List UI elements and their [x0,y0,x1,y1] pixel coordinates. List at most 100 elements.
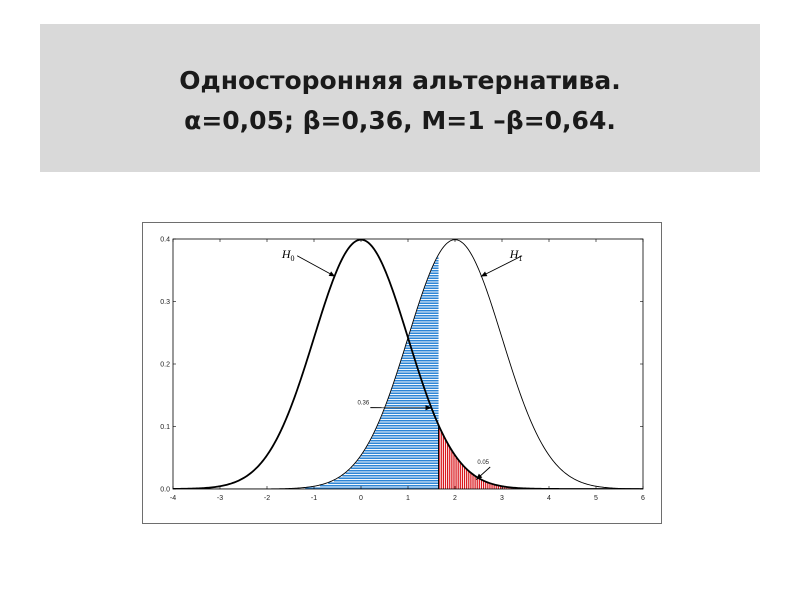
slide-subtitle: α=0,05; β=0,36, M=1 –β=0,64. [184,106,616,135]
hatch-stripe [379,419,439,422]
hatch-stripe [434,262,439,264]
hatch-stripe [499,485,502,489]
hatch-stripe [485,481,487,489]
hatch-stripe [461,464,464,489]
label-0.05-arrow-head [476,473,483,480]
hatch-stripe [455,456,457,489]
hatch-stripe [418,304,439,307]
hatch-stripe [449,447,451,489]
x-tick-label: -1 [311,495,317,502]
hatch-stripe [428,277,439,279]
hatch-stripe [476,477,478,489]
hatch-stripe [470,472,472,489]
hatch-stripe [423,289,439,292]
hatch-stripe [359,457,439,459]
figure-frame: -4 -3 -2 -1 0 1 2 3 4 5 6 0.0 0.1 0.2 0.3 0.4 H0 H1 0.36 0… [142,222,662,524]
hatch-stripe [478,478,480,489]
x-tick-label: 1 [406,495,410,502]
hatch-stripe [444,439,447,489]
hatch-stripe [419,302,439,304]
hatch-stripe [402,354,439,357]
hatch-stripe [386,402,439,404]
hatch-stripe [391,389,439,392]
hatch-stripe [502,486,504,489]
hatch-stripe [435,259,439,262]
label-H1-arrow-line [480,255,523,277]
hatch-stripe [389,394,439,397]
hatch-stripe [506,486,508,489]
y-tick-label: 0.4 [160,237,170,244]
hatch-stripe [427,279,439,282]
hatch-stripe [409,332,439,334]
hatch-stripe [392,387,439,389]
hatch-stripe [350,467,439,469]
hatch-stripe [457,459,459,489]
hatch-stripe [447,443,449,489]
shaded-regions [305,254,519,489]
hatch-stripe [380,417,439,419]
hatch-stripe [463,466,466,489]
hatch-stripe [491,483,493,489]
hatch-stripe [504,486,506,489]
hatch-stripe [398,367,439,369]
x-tick-label: -2 [264,495,270,502]
hatch-stripe [401,359,439,362]
hatch-stripe [413,319,439,322]
hatch-stripe [415,314,439,317]
density-curves [173,239,643,489]
x-tick-label: 3 [500,495,504,502]
hatch-stripe [420,297,439,299]
hatch-stripe [383,409,439,412]
hatch-stripe [406,342,439,344]
hatch-stripe [357,459,439,462]
hatch-stripe [388,397,439,399]
hatch-stripe [401,357,439,359]
y-tick-label: 0.1 [160,424,170,431]
hatch-stripe [468,471,470,489]
hatch-stripe [442,435,445,489]
hatch-stripe [375,429,439,432]
hatch-stripe [328,482,439,484]
hatch-stripe [338,477,439,479]
hatch-stripe [495,485,497,489]
hatch-stripe [438,426,440,489]
hatch-stripe [361,454,439,457]
curve-H0 [173,239,643,489]
title-band: Односторонняя альтернатива. α=0,05; β=0,… [40,24,760,172]
hatch-stripe [405,344,439,347]
hatch-stripe [408,334,439,337]
hatch-stripe [348,469,439,472]
hatch-stripe [385,404,439,407]
hatch-stripe [366,447,439,449]
hatch-stripe [305,487,439,489]
hatch-stripe [411,327,439,329]
hatch-stripe [497,485,499,489]
hatch-stripe [395,377,439,379]
hatch-stripe [333,479,439,482]
hatch-stripe [392,384,439,387]
hatch-stripe [424,287,439,289]
label-0.36: 0.36 [358,401,370,407]
hatch-stripe [466,469,468,489]
label-H1-arrow-head [480,271,488,277]
hatch-stripe [387,399,439,402]
x-tick-label: 6 [641,495,645,502]
hatch-stripe [377,424,439,427]
hatch-stripe [381,414,439,417]
hatch-stripe [376,427,439,429]
hatch-stripe [397,372,439,374]
hatch-stripe [404,347,439,349]
label-H0-arrow-line [296,255,336,277]
hatch-stripe [393,382,439,384]
x-tick-label: -4 [170,495,176,502]
hatch-stripe [480,479,483,489]
y-tick-label: 0.2 [160,362,170,369]
hatch-stripe [489,483,491,489]
hatch-stripe [368,442,439,444]
label-0.36-arrow-head [425,405,432,411]
hatch-stripe [399,364,439,367]
hatch-stripe [432,267,439,269]
hatch-stripe [403,352,439,354]
hatch-stripe [362,452,439,454]
y-tick-label: 0.3 [160,299,170,306]
